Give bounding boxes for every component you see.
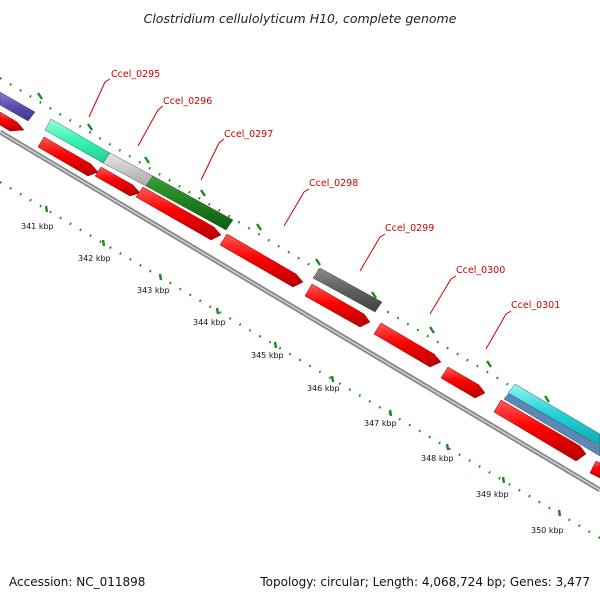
scale-label: 347 kbp: [364, 419, 397, 428]
cds-arrow: [440, 366, 486, 399]
outer-tick-ruler: [0, 76, 600, 442]
feature-cyan: [507, 383, 600, 447]
cds-arrow: [304, 283, 371, 328]
cds-arrow: [94, 166, 141, 197]
cds-arrow: [373, 322, 442, 368]
genome-summary-text: Topology: circular; Length: 4,068,724 bp…: [259, 575, 590, 589]
accession-text: Accession: NC_011898: [9, 575, 145, 589]
scale-label: 341 kbp: [21, 222, 54, 231]
scale-label: 349 kbp: [476, 490, 509, 499]
cds-arrow: [0, 111, 25, 132]
genome-backbone: [0, 129, 600, 493]
feature-purple: [0, 91, 36, 122]
inner-tick-ruler: [0, 180, 600, 540]
outer-major-ticks: [37, 92, 550, 403]
inner-major-ticks: [44, 205, 562, 517]
cds-arrow: [135, 186, 222, 241]
gene-label[interactable]: Ccel_0298: [309, 178, 358, 189]
cds-arrow: [37, 136, 99, 177]
gene-leaders: [88, 78, 512, 350]
scale-label: 350 kbp: [531, 526, 564, 535]
feature-green: [145, 175, 234, 231]
cds-track-lower: [0, 111, 600, 479]
cds-arrow: [493, 399, 587, 462]
scale-labels: 341 kbp 342 kbp 343 kbp 344 kbp 345 kbp …: [21, 222, 564, 535]
feature-darkgray: [312, 267, 383, 313]
gene-label[interactable]: Ccel_0295: [111, 69, 160, 80]
scale-label: 343 kbp: [137, 286, 170, 295]
scale-label: 348 kbp: [421, 454, 454, 463]
gene-label[interactable]: Ccel_0300: [456, 265, 505, 276]
feature-track-upper: [0, 91, 600, 457]
gene-labels: Ccel_0295 Ccel_0296 Ccel_0297 Ccel_0298 …: [111, 69, 560, 311]
scale-label: 345 kbp: [251, 351, 284, 360]
cds-arrow: [589, 460, 600, 479]
map-title: Clostridium cellulolyticum H10, complete…: [144, 11, 457, 26]
scale-label: 346 kbp: [307, 384, 340, 393]
cds-arrow: [219, 233, 304, 288]
gene-label[interactable]: Ccel_0297: [224, 129, 273, 140]
scale-label: 342 kbp: [78, 254, 111, 263]
gene-label[interactable]: Ccel_0299: [385, 223, 434, 234]
gene-label[interactable]: Ccel_0301: [511, 300, 560, 311]
gene-label[interactable]: Ccel_0296: [163, 96, 212, 107]
scale-label: 344 kbp: [193, 318, 226, 327]
